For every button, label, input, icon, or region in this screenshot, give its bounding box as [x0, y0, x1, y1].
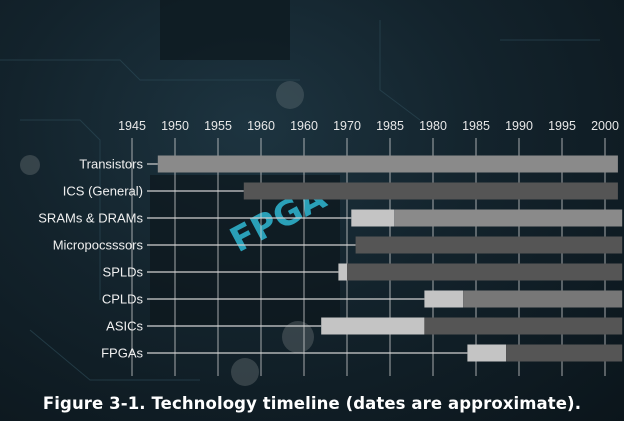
x-tick-label: 1985: [462, 119, 490, 133]
x-tick-label: 1980: [419, 119, 447, 133]
x-tick-label: 1970: [333, 119, 361, 133]
x-tick-label: 1950: [161, 119, 189, 133]
timeline-bar-early: [424, 290, 464, 308]
row-label: SRAMs & DRAMs: [38, 211, 143, 226]
x-tick-label: 1960: [247, 119, 275, 133]
timeline-bar-light: [157, 155, 618, 173]
timeline-bar-mid: [463, 290, 623, 308]
timeline-bar-dark: [355, 236, 623, 254]
timeline-bar-light: [394, 209, 623, 227]
x-tick-label: 1995: [548, 119, 576, 133]
row-label: Transistors: [79, 157, 143, 172]
row-label: FPGAs: [101, 346, 143, 361]
timeline-bar-early: [351, 209, 395, 227]
row-label: ICS (General): [63, 184, 143, 199]
row-label: Micropocsssors: [53, 238, 144, 253]
x-tick-label: 2000: [591, 119, 619, 133]
x-tick-label: 1985: [376, 119, 404, 133]
timeline-bar-dark: [424, 317, 623, 335]
x-tick-label: 1960: [290, 119, 318, 133]
timeline-bar-early: [338, 263, 347, 281]
timeline-bar-dark: [243, 182, 618, 200]
x-tick-label: 1990: [505, 119, 533, 133]
timeline-bar-dark: [347, 263, 623, 281]
timeline-bar-early: [467, 344, 507, 362]
x-tick-label: 1955: [204, 119, 232, 133]
timeline-bar-early: [321, 317, 425, 335]
figure-caption: Figure 3-1. Technology timeline (dates a…: [42, 394, 582, 413]
row-label: ASICs: [106, 319, 143, 334]
timeline-bar-dark: [506, 344, 623, 362]
row-label: SPLDs: [103, 265, 144, 280]
x-tick-label: 1945: [118, 119, 146, 133]
row-label: CPLDs: [102, 292, 144, 307]
